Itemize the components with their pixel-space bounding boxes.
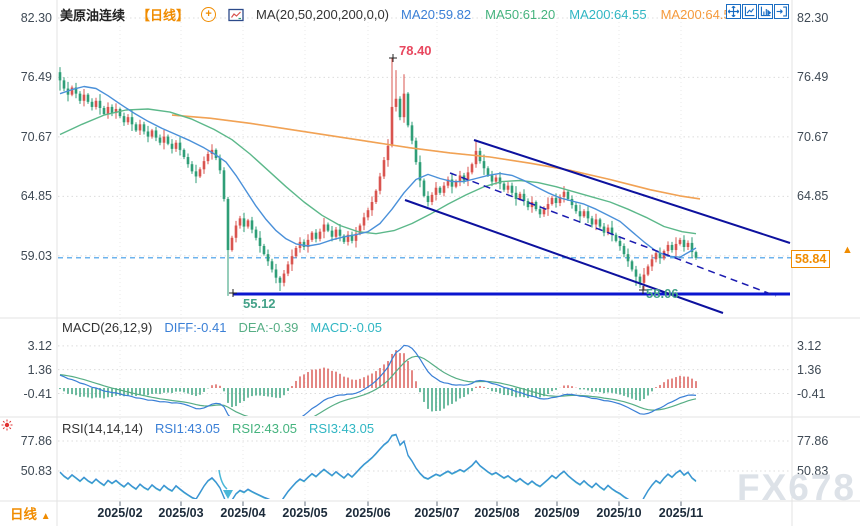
down-arrow-annotation: [223, 490, 233, 499]
circle-plus-icon[interactable]: +: [201, 7, 217, 22]
rsi3-value: RSI3:43.05: [309, 421, 375, 436]
chart-toolbar: [726, 4, 789, 19]
sun-marker-icon: [4, 422, 10, 428]
candles-layer: [58, 57, 698, 296]
macd-dea-value: DEA:-0.39: [238, 320, 299, 335]
macd-layer: [59, 344, 697, 416]
price-up-arrow-icon: ▲: [842, 244, 853, 256]
time-axis-icon[interactable]: [758, 4, 773, 19]
ma-lines-layer: [59, 85, 701, 258]
period-tag: 【日线】: [137, 8, 190, 23]
annotations-layer: [1, 54, 647, 499]
ma-formula: MA(20,50,200,200,0,0): [256, 7, 390, 22]
period-arrow-icon: ▲: [40, 511, 51, 522]
period-label: 日线: [10, 507, 37, 522]
ma50-value: MA50:61.20: [485, 7, 556, 22]
ma200-value-1: MA200:64.55: [569, 7, 647, 22]
symbol-name: 美原油连续: [60, 8, 126, 23]
rsi-title: RSI(14,14,14): [62, 421, 143, 436]
ma200-value-2: MA200:64.55: [660, 7, 738, 22]
price-axis-icon[interactable]: [742, 4, 757, 19]
ma20-value: MA20:59.82: [401, 7, 472, 22]
channel-mid-dashed[interactable]: [449, 172, 777, 297]
indicator-icon[interactable]: [228, 8, 244, 22]
watermark: FX678: [736, 467, 856, 508]
exit-right-icon[interactable]: [774, 4, 789, 19]
chart-legend: 美原油连续 【日线】 + MA(20,50,200,200,0,0) MA20:…: [60, 5, 738, 24]
rsi2-value: RSI2:43.05: [231, 421, 298, 436]
period-selector[interactable]: 日线 ▲: [10, 503, 51, 523]
trendlines-layer: [233, 139, 791, 314]
channel-lower[interactable]: [404, 199, 724, 314]
rsi-layer: [59, 433, 697, 499]
macd-bar-value: MACD:-0.05: [310, 320, 382, 335]
channel-upper[interactable]: [473, 139, 791, 244]
macd-title: MACD(26,12,9): [62, 320, 153, 335]
pan-icon[interactable]: [726, 4, 741, 19]
rsi1-value: RSI1:43.05: [154, 421, 220, 436]
macd-legend: MACD(26,12,9) DIFF:-0.41 DEA:-0.39 MACD:…: [62, 320, 382, 335]
current-price-marker: 58.84: [791, 250, 831, 268]
macd-diff-value: DIFF:-0.41: [164, 320, 227, 335]
rsi-legend: RSI(14,14,14) RSI1:43.05 RSI2:43.05 RSI3…: [62, 421, 374, 436]
